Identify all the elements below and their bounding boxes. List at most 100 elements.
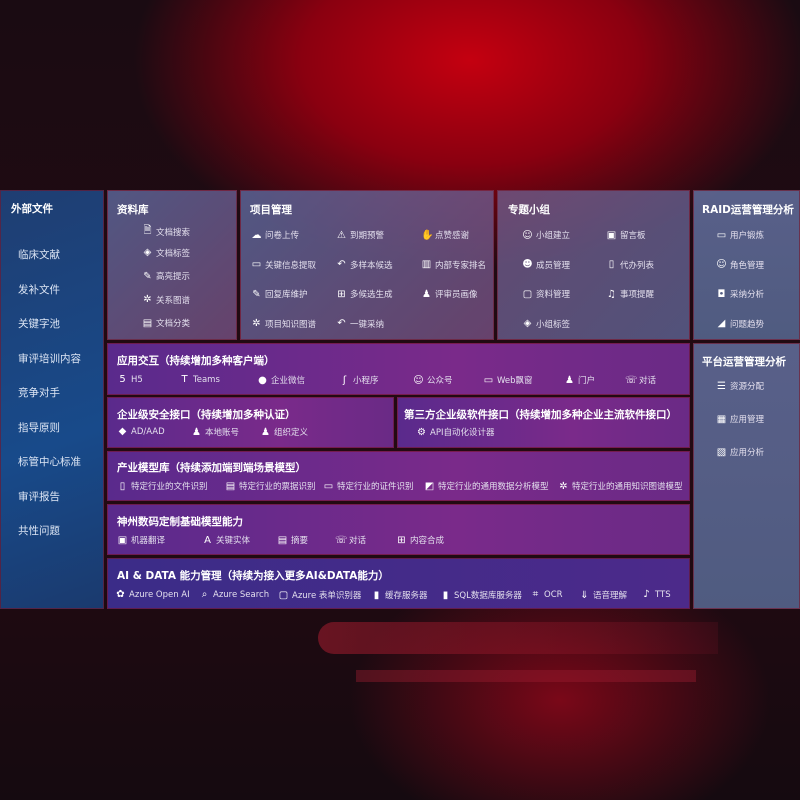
sidebar-item[interactable]: 审评培训内容 <box>18 352 81 365</box>
list-icon: ☰ <box>717 380 726 392</box>
aad-icon: ◆ <box>118 426 127 437</box>
window-icon: ▭ <box>483 374 494 386</box>
graph-icon: ✲ <box>143 294 152 305</box>
feature-item[interactable]: ▤ 特定行业的票据识别 <box>225 480 316 493</box>
feature-item[interactable]: ☰ 资源分配 <box>716 380 764 393</box>
feature-item[interactable]: 5 H5 <box>117 374 143 385</box>
feature-item[interactable]: ▣ 机器翻译 <box>117 534 165 547</box>
id-card-icon: ▭ <box>323 480 334 492</box>
bell-icon: ♫ <box>607 288 616 300</box>
feature-item[interactable]: ▧ 应用分析 <box>716 446 765 459</box>
feature-item[interactable]: ◈ 小组标签 <box>522 318 570 330</box>
feature-item[interactable]: ✲ 项目知识图谱 <box>251 318 316 330</box>
feature-item[interactable]: ▭ 用户锻炼 <box>716 229 764 242</box>
speech-icon: ⇓ <box>580 589 589 601</box>
feature-item[interactable]: ☺ 公众号 <box>413 374 452 387</box>
feature-item[interactable]: ▣ 留言板 <box>606 229 646 242</box>
feature-item[interactable]: ✎ 高亮提示 <box>142 270 190 283</box>
sidebar-item[interactable]: 共性问题 <box>18 525 60 537</box>
feature-label: 小程序 <box>353 376 379 386</box>
feature-item[interactable]: A 关键实体 <box>202 534 250 547</box>
receipt-icon: ▤ <box>225 480 236 492</box>
sidebar-item[interactable]: 标管中心标准 <box>18 456 81 468</box>
feature-item[interactable]: ↶ 多样本候选 <box>336 259 392 271</box>
feature-item[interactable]: ▢ 资料管理 <box>522 288 570 301</box>
feature-item[interactable]: ☏ 对话 <box>625 374 656 387</box>
panel-title: 资料库 <box>117 204 149 216</box>
feature-label: 小组标签 <box>536 319 571 330</box>
feature-item[interactable]: ☻ 成员管理 <box>522 259 570 271</box>
sidebar-item[interactable]: 竞争对手 <box>18 387 60 399</box>
feature-item[interactable]: ▭ Web飘窗 <box>483 374 533 387</box>
feature-item[interactable]: ✿ Azure Open AI <box>115 589 189 600</box>
feature-label: 本地账号 <box>205 428 240 438</box>
feature-item[interactable]: ▥ 内部专家排名 <box>421 259 486 271</box>
doc-icon: ▯ <box>119 480 126 492</box>
panel-title: 平台运营管理分析 <box>702 356 786 368</box>
feature-item[interactable]: ▤ 文档分类 <box>142 317 190 330</box>
feature-item[interactable]: ☺ 小组建立 <box>522 229 571 242</box>
feature-label: 摘要 <box>291 536 309 546</box>
feature-item[interactable]: ▯ 代办列表 <box>606 259 654 271</box>
feature-item[interactable]: ✎ 回复库维护 <box>251 288 307 301</box>
sidebar-item[interactable]: 临床文献 <box>18 249 60 261</box>
feature-item[interactable]: ◈ 文档标签 <box>142 247 190 259</box>
feature-item[interactable]: ⊞ 多候选生成 <box>336 288 392 301</box>
feature-label: 关系图谱 <box>156 295 191 306</box>
graph-icon: ✲ <box>559 480 568 492</box>
feature-item[interactable]: ♟ 门户 <box>564 374 595 387</box>
feature-item[interactable]: ↶ 一键采纳 <box>336 318 384 330</box>
bbs-icon: ▣ <box>606 229 617 241</box>
id-card-icon: ▭ <box>716 229 727 241</box>
feature-item[interactable]: ⌕ Azure Search <box>199 589 269 600</box>
feature-item[interactable]: ▭ 特定行业的证件识别 <box>323 480 414 493</box>
feature-item[interactable]: ● 企业微信 <box>257 374 305 387</box>
sidebar-item[interactable]: 发补文件 <box>18 283 60 296</box>
feature-item[interactable]: ⊞ 内容合成 <box>396 534 444 547</box>
feature-item[interactable]: ◘ 采纳分析 <box>716 288 765 301</box>
feature-item[interactable]: 🗎 文档搜索 <box>142 223 190 240</box>
feature-item[interactable]: ♪ TTS <box>641 589 670 600</box>
feature-item[interactable]: T Teams <box>179 374 219 385</box>
data-chart-icon: ◩ <box>424 480 435 492</box>
feature-item[interactable]: ◢ 问题趋势 <box>716 318 764 330</box>
industry-panel: 产业模型库（持续添加端到端场景模型） ▯ 特定行业的文件识别 ▤ 特定行业的票据识别 ▭… <box>107 451 690 501</box>
feature-item[interactable]: ⚠ 到期预警 <box>336 229 384 242</box>
feature-item[interactable]: ▮ 缓存服务器 <box>371 589 428 602</box>
feature-item[interactable]: ⇓ 语音理解 <box>579 589 627 602</box>
feature-item[interactable]: ☁ 问卷上传 <box>251 229 300 242</box>
feature-item[interactable]: ☺ 角色管理 <box>716 259 764 271</box>
feature-item[interactable]: ⚙ API自动化设计器 <box>416 426 494 439</box>
feature-item[interactable]: ✋ 点赞感谢 <box>421 229 469 242</box>
feature-label: 应用分析 <box>730 448 765 458</box>
feature-item[interactable]: ♟ 评审员画像 <box>421 288 478 301</box>
feature-item[interactable]: ▭ 关键信息提取 <box>251 259 316 271</box>
feature-item[interactable]: ▤ 摘要 <box>277 534 309 547</box>
feature-item[interactable]: ◩ 特定行业的通用数据分析模型 <box>424 480 549 493</box>
feature-item[interactable]: ▮ SQL数据库服务器 <box>440 589 522 602</box>
sidebar-item[interactable]: 指导原则 <box>18 421 60 434</box>
feature-label: 小组建立 <box>536 231 571 241</box>
feature-item[interactable]: ☏ 对话 <box>335 534 366 547</box>
html5-icon: 5 <box>119 374 126 385</box>
feature-label: 缓存服务器 <box>385 591 428 601</box>
feature-label: SQL数据库服务器 <box>454 591 522 601</box>
feature-item[interactable]: ▢ Azure 表单识别器 <box>278 589 362 602</box>
feature-item[interactable]: ▦ 应用管理 <box>716 413 764 426</box>
panel-title: 外部文件 <box>11 203 53 215</box>
sidebar-item[interactable]: 审评报告 <box>18 490 60 503</box>
feature-item[interactable]: ✲ 关系图谱 <box>142 294 190 306</box>
sidebar-item[interactable]: 关键字池 <box>18 318 60 330</box>
tts-icon: ♪ <box>643 589 650 600</box>
feature-item[interactable]: ♟ 组织定义 <box>260 426 308 439</box>
feature-item[interactable]: ✲ 特定行业的通用知识图谱模型 <box>558 480 682 493</box>
feature-item[interactable]: ▯ 特定行业的文件识别 <box>117 480 208 493</box>
feature-item[interactable]: ♟ 本地账号 <box>191 426 240 439</box>
feature-item[interactable]: ⌗ OCR <box>530 589 563 600</box>
feature-item[interactable]: ♫ 事项提醒 <box>606 288 654 301</box>
feature-item[interactable]: ʃ 小程序 <box>339 374 379 387</box>
external-files-panel: 外部文件 临床文献发补文件关键字池审评培训内容 竞争对手指导原则标管中心标准 审评报… <box>0 190 104 609</box>
raid-panel: RAID运营管理分析 ▭ 用户锻炼 ☺ 角色管理 ◘ 采纳分析 ◢ 问题趋势 <box>693 190 800 340</box>
feature-item[interactable]: ◆ AD/AAD <box>117 426 165 437</box>
feature-label: 采纳分析 <box>730 290 765 300</box>
